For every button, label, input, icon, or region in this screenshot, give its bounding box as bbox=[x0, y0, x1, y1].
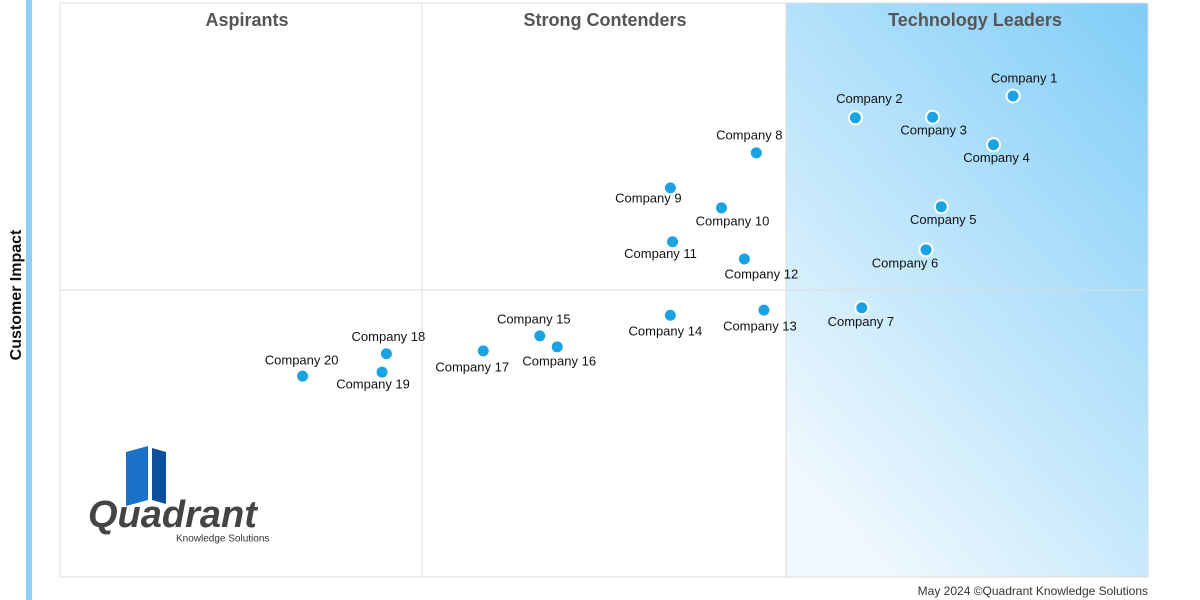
point bbox=[933, 199, 949, 215]
point-label: Company 1 bbox=[991, 70, 1057, 85]
quadrant-title: Aspirants bbox=[205, 10, 288, 30]
point bbox=[1005, 88, 1021, 104]
point bbox=[665, 234, 681, 250]
point bbox=[662, 180, 678, 196]
point-label: Company 5 bbox=[910, 212, 976, 227]
point-label: Company 7 bbox=[828, 314, 894, 329]
logo-icon bbox=[126, 446, 148, 506]
point-label: Company 6 bbox=[872, 255, 938, 270]
point bbox=[986, 137, 1002, 153]
point bbox=[532, 328, 548, 344]
point bbox=[295, 368, 311, 384]
point bbox=[925, 109, 941, 125]
point-label: Company 4 bbox=[963, 150, 1029, 165]
point-label: Company 17 bbox=[435, 359, 509, 374]
point bbox=[714, 200, 730, 216]
point-label: Company 9 bbox=[615, 190, 681, 205]
point-label: Company 10 bbox=[696, 213, 770, 228]
y-axis-label: Customer Impact bbox=[8, 229, 25, 360]
point-label: Company 15 bbox=[497, 311, 571, 326]
point-label: Company 13 bbox=[723, 319, 797, 334]
point-label: Company 20 bbox=[265, 353, 339, 368]
point bbox=[475, 343, 491, 359]
point-label: Company 19 bbox=[336, 377, 410, 392]
point bbox=[918, 242, 934, 258]
point-label: Company 12 bbox=[724, 266, 798, 281]
logo-name: Quadrant bbox=[88, 494, 258, 536]
point-label: Company 3 bbox=[900, 123, 966, 138]
logo-icon bbox=[152, 448, 166, 504]
point-label: Company 11 bbox=[624, 246, 697, 261]
point bbox=[374, 364, 390, 380]
point bbox=[662, 307, 678, 323]
point bbox=[736, 251, 752, 267]
point bbox=[549, 339, 565, 355]
point bbox=[854, 300, 870, 316]
point bbox=[378, 346, 394, 362]
point bbox=[756, 302, 772, 318]
point bbox=[748, 145, 764, 161]
point-label: Company 16 bbox=[522, 353, 596, 368]
side-bar bbox=[26, 0, 32, 600]
quadrant-title: Technology Leaders bbox=[888, 10, 1062, 30]
point-label: Company 2 bbox=[836, 91, 902, 106]
point bbox=[847, 110, 863, 126]
footer: May 2024 ©Quadrant Knowledge Solutions bbox=[918, 584, 1148, 598]
logo: Quadrant Knowledge Solutions bbox=[88, 446, 269, 545]
point-label: Company 8 bbox=[716, 127, 782, 142]
point-label: Company 18 bbox=[352, 329, 426, 344]
logo-tagline: Knowledge Solutions bbox=[176, 534, 269, 545]
point-label: Company 14 bbox=[629, 324, 703, 339]
quadrant-title: Strong Contenders bbox=[523, 10, 686, 30]
